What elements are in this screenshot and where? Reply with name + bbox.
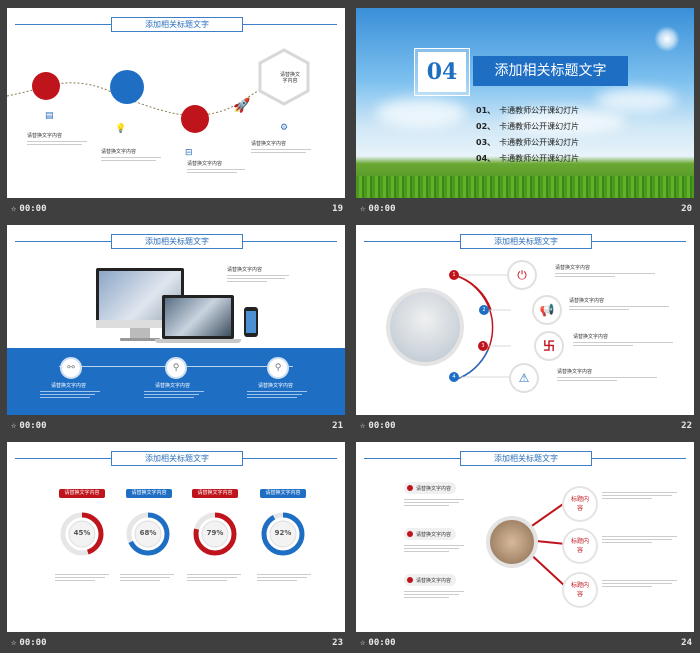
star-icon: ☆ <box>11 204 17 214</box>
slide-title: 添加相关标题文字 <box>460 234 592 249</box>
heading-bubble: 标题内容 <box>564 574 596 606</box>
heading-bubble: 标题内容 <box>564 530 596 562</box>
star-icon: ☆ <box>11 421 17 431</box>
star-icon: ☆ <box>11 638 17 648</box>
section-number-box: 04 <box>414 48 470 96</box>
gauge-label: 请替换文字内容 <box>260 489 306 498</box>
slide-number: 20 <box>681 204 692 214</box>
list-item-pill: 请替换文字内容 <box>404 528 456 540</box>
step-marker: 3 <box>478 341 488 351</box>
gauge-label: 请替换文字内容 <box>59 489 105 498</box>
star-icon: ☆ <box>360 638 366 648</box>
item-label: 请替换文字内容 <box>555 265 591 271</box>
slide-number: 19 <box>332 204 343 214</box>
phone-image <box>244 307 258 337</box>
slide-title: 添加相关标题文字 <box>111 17 243 32</box>
team-photo <box>386 288 464 366</box>
list-item-pill: 请替换文字内容 <box>404 574 456 586</box>
slide-number: 21 <box>332 421 343 431</box>
item-label: 请替换文字内容 <box>101 149 137 155</box>
star-icon: ☆ <box>360 421 366 431</box>
slide-canvas: 04 添加相关标题文字 01、 卡通教师公开课幻灯片 02、 卡通教师公开课幻灯片 … <box>356 8 694 198</box>
toc-item: 04、 卡通教师公开课幻灯片 <box>476 154 580 163</box>
slide-footer: ☆ 00:00 22 <box>360 421 692 431</box>
item-label: 请替换文字内容 <box>51 383 87 389</box>
slide-number: 23 <box>332 638 343 648</box>
hex-label: 请替换文字内容 <box>279 72 300 84</box>
slide-canvas: 添加相关标题文字 请替换文字内容 🚀 ▤ 请替换文字内容 💡 请替换文字内容 ⊟… <box>7 8 345 198</box>
rocket-icon: 🚀 <box>233 98 251 114</box>
step-marker: 2 <box>479 305 489 315</box>
item-label: 请替换文字内容 <box>557 369 593 375</box>
warning-icon: ⚠ <box>511 365 537 391</box>
hands-photo <box>486 516 538 568</box>
slide-footer: ☆ 00:00 21 <box>11 421 343 431</box>
item-label: 请替换文字内容 <box>187 161 223 167</box>
red-circle <box>32 72 60 100</box>
item-label: 请替换文字内容 <box>258 383 294 389</box>
slide-footer: ☆ 00:00 20 <box>360 204 692 214</box>
lightbulb-icon: 💡 <box>115 124 127 134</box>
red-circle <box>181 105 209 133</box>
gauge-label: 请替换文字内容 <box>192 489 238 498</box>
search-icon: ⚲ <box>267 357 289 379</box>
gauge-percent: 79% <box>206 529 224 537</box>
document-icon: ▤ <box>45 111 54 121</box>
hexagon-badge <box>258 48 310 106</box>
slide-number: 22 <box>681 421 692 431</box>
section-title: 添加相关标题文字 <box>473 56 628 86</box>
slide-canvas: 添加相关标题文字 请替换文字内容 ⚯ ⚲ ⚲ 请替换文字内容 请替换文字内容 请… <box>7 225 345 415</box>
grass-strip <box>356 176 694 198</box>
gauge-label: 请替换文字内容 <box>126 489 172 498</box>
power-icon: ⏻ <box>509 262 535 288</box>
laptop-image <box>162 295 234 339</box>
toc-item: 03、 卡通教师公开课幻灯片 <box>476 138 580 147</box>
item-label: 请替换文字内容 <box>251 141 287 147</box>
inbox-icon: ⊟ <box>185 148 193 158</box>
toc-item: 01、 卡通教师公开课幻灯片 <box>476 106 580 115</box>
slide-footer: ☆ 00:00 24 <box>360 638 692 648</box>
slide-canvas: 添加相关标题文字 1 2 3 4 ⏻ 📢 卐 ⚠ 请替换文字内容 请替换文字内容… <box>356 225 694 415</box>
slide-number: 24 <box>681 638 692 648</box>
step-marker: 1 <box>449 270 459 280</box>
item-text <box>27 139 97 147</box>
slide-title: 添加相关标题文字 <box>111 451 243 466</box>
slide-timing: 00:00 <box>19 204 47 214</box>
blue-circle <box>110 70 144 104</box>
toc-item: 02、 卡通教师公开课幻灯片 <box>476 122 580 131</box>
star-icon: ☆ <box>360 204 366 214</box>
gear-icon: ⚙ <box>280 123 289 133</box>
slide-title: 添加相关标题文字 <box>460 451 592 466</box>
dashed-path <box>7 77 288 116</box>
link-icon: ⚯ <box>60 357 82 379</box>
gauge-percent: 68% <box>139 529 157 537</box>
gauge-percent: 92% <box>274 529 292 537</box>
slide-footer: ☆ 00:00 19 <box>7 203 345 219</box>
gauge-percent: 45% <box>73 529 91 537</box>
search-icon: ⚲ <box>165 357 187 379</box>
step-marker: 4 <box>449 372 459 382</box>
item-label: 请替换文字内容 <box>573 334 609 340</box>
sun-glow <box>654 26 680 52</box>
slide-title: 添加相关标题文字 <box>111 234 243 249</box>
item-label: 请替换文字内容 <box>155 383 191 389</box>
heading-bubble: 标题内容 <box>564 488 596 520</box>
megaphone-icon: 📢 <box>534 297 560 323</box>
sign-icon: 卐 <box>536 333 562 359</box>
slide-footer: ☆ 00:00 23 <box>11 638 343 648</box>
item-label: 请替换文字内容 <box>569 298 605 304</box>
section-number: 04 <box>418 52 466 92</box>
slide-canvas: 添加相关标题文字 请替换文字内容 请替换文字内容 请替换文字内容 请替换文字内容 <box>7 442 345 632</box>
percent-gauges <box>60 512 305 556</box>
item-label: 请替换文字内容 <box>27 133 63 139</box>
list-item-pill: 请替换文字内容 <box>404 482 456 494</box>
slide-canvas: 添加相关标题文字 请替换文字内容 请替换文字内容 请替换文字内容 标题内容 标题… <box>356 442 694 632</box>
item-label: 请替换文字内容 <box>227 267 263 273</box>
